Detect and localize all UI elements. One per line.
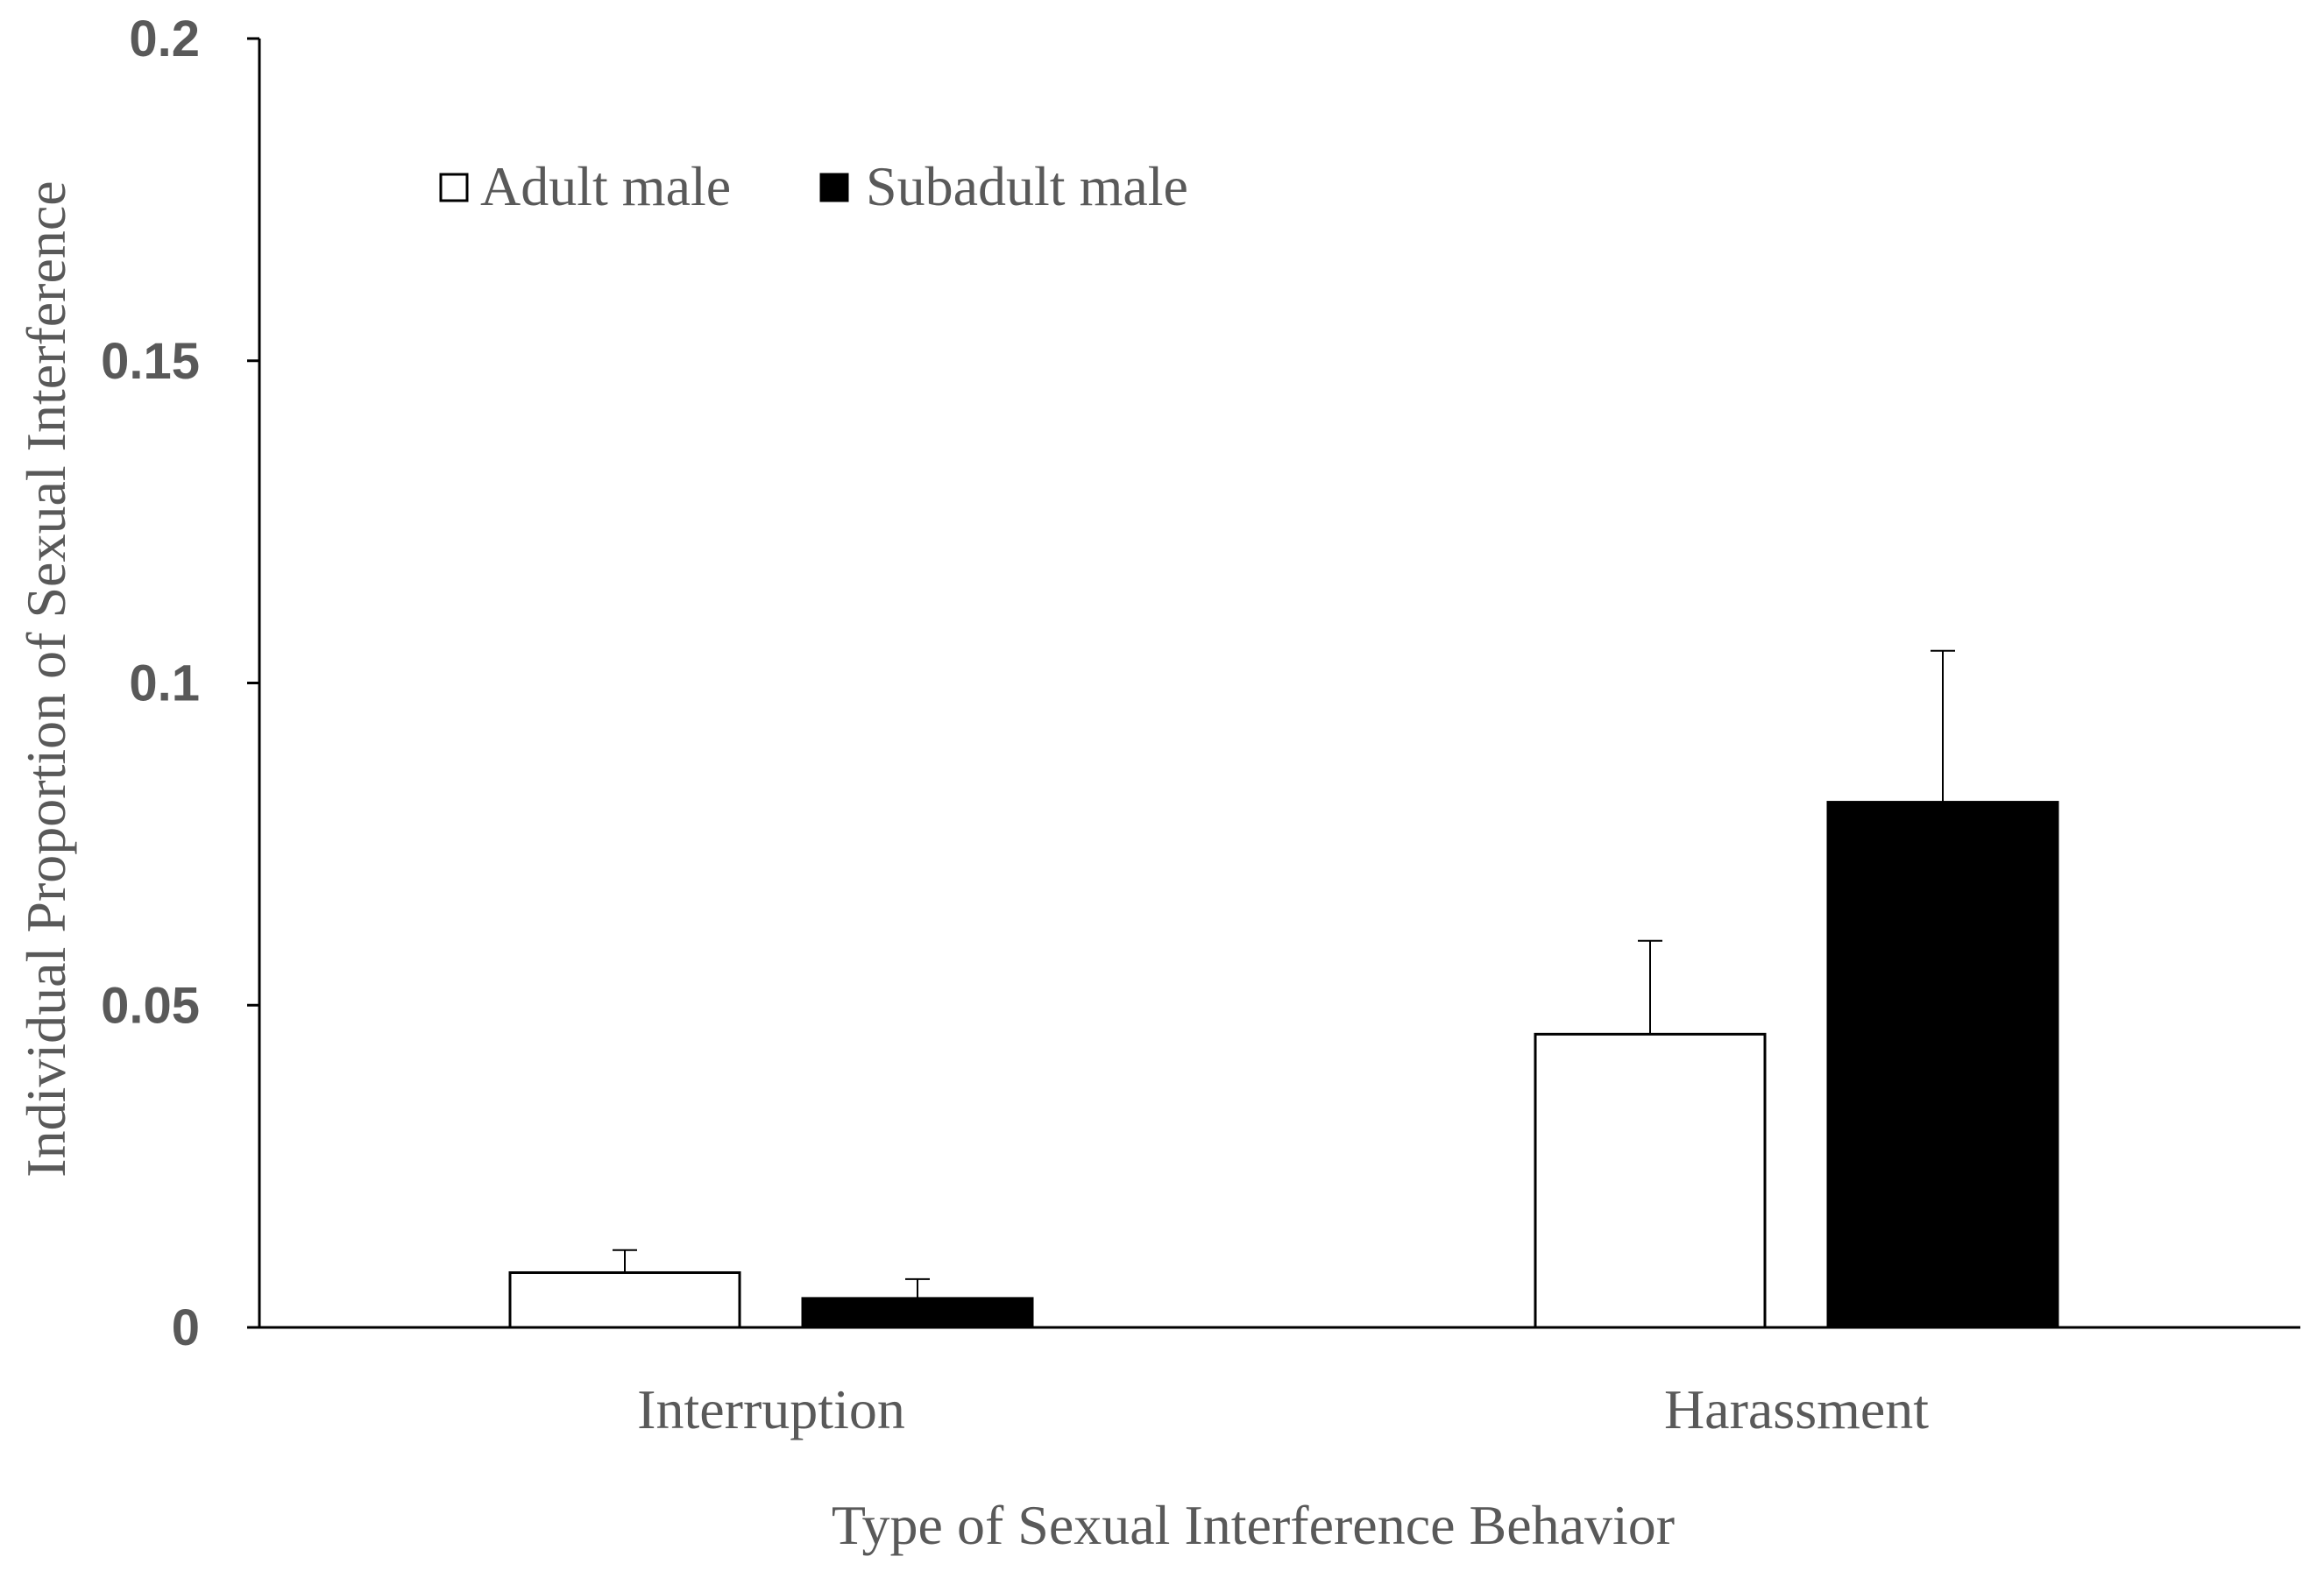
legend: Adult male Subadult male — [439, 155, 1188, 217]
x-axis-title: Type of Sexual Interference Behavior — [832, 1494, 1675, 1556]
legend-label-subadult-male: Subadult male — [866, 155, 1188, 217]
legend-swatch-adult-male — [439, 173, 469, 202]
legend-swatch-subadult-male — [819, 173, 849, 202]
error-bars — [613, 649, 1955, 1298]
bar-subadult-male-interruption — [801, 1297, 1034, 1329]
x-tick-label-interruption: Interruption — [637, 1378, 905, 1440]
y-tick-label: 0.15 — [101, 333, 200, 390]
y-axis-title: Individual Proportion of Sexual Interfer… — [15, 180, 77, 1177]
legend-label-adult-male: Adult male — [480, 155, 731, 217]
x-tick-label-harassment: Harassment — [1664, 1378, 1929, 1440]
tick-labels: 0 0.05 0.1 0.15 0.2 Interruption Harassment — [101, 11, 1929, 1440]
y-tick-label: 0.2 — [129, 11, 200, 67]
bar-adult-male-harassment — [1534, 1032, 1767, 1329]
y-tick-label: 0 — [172, 1299, 200, 1356]
y-tick-label: 0.1 — [129, 655, 200, 712]
bars — [508, 801, 2059, 1329]
y-tick-label: 0.05 — [101, 977, 200, 1034]
bar-adult-male-interruption — [508, 1270, 741, 1329]
bar-subadult-male-harassment — [1826, 801, 2059, 1329]
